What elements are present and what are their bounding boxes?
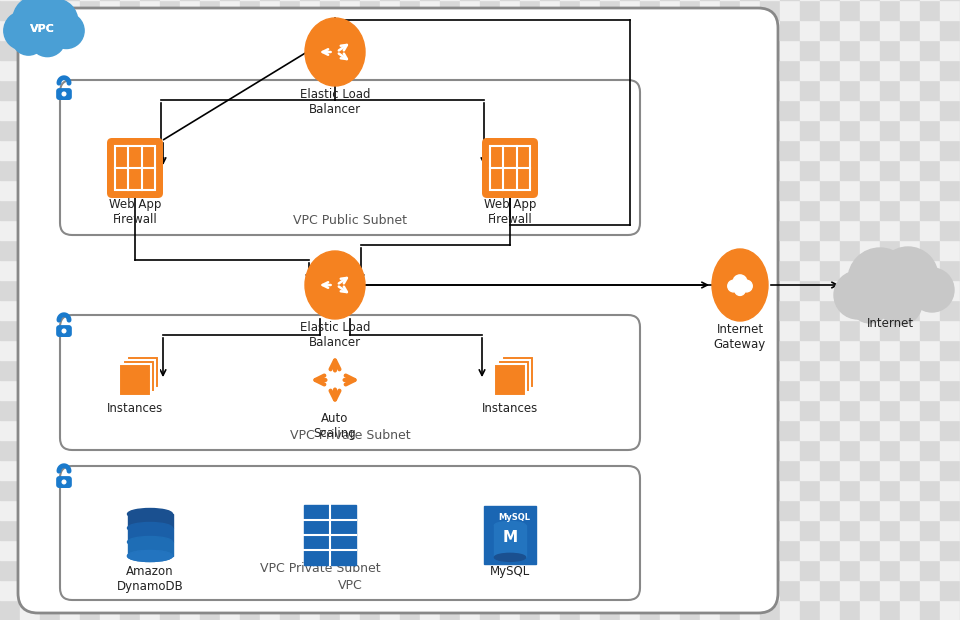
Text: VPC: VPC <box>30 24 55 34</box>
FancyBboxPatch shape <box>502 356 534 388</box>
Circle shape <box>13 23 45 54</box>
FancyBboxPatch shape <box>18 8 778 613</box>
Bar <box>128 514 173 528</box>
Circle shape <box>62 329 66 333</box>
Circle shape <box>735 285 745 295</box>
Circle shape <box>34 0 78 43</box>
Circle shape <box>740 280 753 292</box>
Circle shape <box>733 275 747 289</box>
Circle shape <box>48 14 83 48</box>
Circle shape <box>5 12 42 49</box>
Circle shape <box>30 21 64 56</box>
FancyBboxPatch shape <box>56 325 72 337</box>
Bar <box>128 542 173 556</box>
Text: MySQL: MySQL <box>498 513 531 522</box>
Text: Internet
Gateway: Internet Gateway <box>714 323 766 351</box>
Circle shape <box>30 21 65 56</box>
Text: Amazon
DynamoDB: Amazon DynamoDB <box>116 565 183 593</box>
Circle shape <box>12 22 45 55</box>
Circle shape <box>850 283 890 323</box>
Circle shape <box>48 13 84 48</box>
Bar <box>494 525 526 557</box>
Text: Elastic Load
Balancer: Elastic Load Balancer <box>300 88 371 116</box>
FancyBboxPatch shape <box>498 360 530 392</box>
FancyBboxPatch shape <box>494 364 526 396</box>
Circle shape <box>728 280 739 292</box>
Text: MySQL: MySQL <box>490 565 530 578</box>
Ellipse shape <box>712 249 768 321</box>
Text: Elastic Load
Balancer: Elastic Load Balancer <box>300 321 371 349</box>
Ellipse shape <box>305 18 365 86</box>
Text: Internet: Internet <box>867 317 914 330</box>
Text: VPC: VPC <box>30 24 55 34</box>
FancyBboxPatch shape <box>60 80 640 235</box>
Bar <box>128 528 173 542</box>
FancyBboxPatch shape <box>123 360 155 392</box>
FancyBboxPatch shape <box>482 138 538 198</box>
Circle shape <box>834 271 882 319</box>
Text: Web App
Firewall: Web App Firewall <box>108 198 161 226</box>
Text: VPC Private Subnet: VPC Private Subnet <box>260 562 380 575</box>
Ellipse shape <box>128 536 173 547</box>
Circle shape <box>848 248 912 312</box>
Text: Instances: Instances <box>482 402 539 415</box>
Text: VPC: VPC <box>338 579 362 592</box>
Text: Auto
Scaling: Auto Scaling <box>314 412 356 440</box>
Text: VPC Private Subnet: VPC Private Subnet <box>290 429 410 442</box>
FancyBboxPatch shape <box>56 88 72 100</box>
Ellipse shape <box>128 551 173 562</box>
Circle shape <box>34 0 77 43</box>
Text: Web App
Firewall: Web App Firewall <box>484 198 537 226</box>
Ellipse shape <box>305 251 365 319</box>
Circle shape <box>910 268 954 312</box>
Circle shape <box>62 480 66 484</box>
Text: VPC Public Subnet: VPC Public Subnet <box>293 214 407 227</box>
Ellipse shape <box>494 553 526 561</box>
Circle shape <box>13 0 60 43</box>
Text: M: M <box>502 530 517 546</box>
Circle shape <box>878 281 922 325</box>
FancyBboxPatch shape <box>60 466 640 600</box>
FancyBboxPatch shape <box>60 315 640 450</box>
FancyBboxPatch shape <box>107 138 163 198</box>
Circle shape <box>62 92 66 95</box>
Ellipse shape <box>128 523 173 533</box>
FancyBboxPatch shape <box>56 476 72 488</box>
Circle shape <box>4 11 42 50</box>
Ellipse shape <box>494 521 526 529</box>
Circle shape <box>12 0 60 43</box>
FancyBboxPatch shape <box>119 364 151 396</box>
Bar <box>304 505 356 565</box>
Circle shape <box>878 247 938 307</box>
Ellipse shape <box>128 508 173 520</box>
Text: Instances: Instances <box>107 402 163 415</box>
Bar <box>484 506 536 564</box>
Ellipse shape <box>128 551 173 562</box>
FancyBboxPatch shape <box>127 356 159 388</box>
